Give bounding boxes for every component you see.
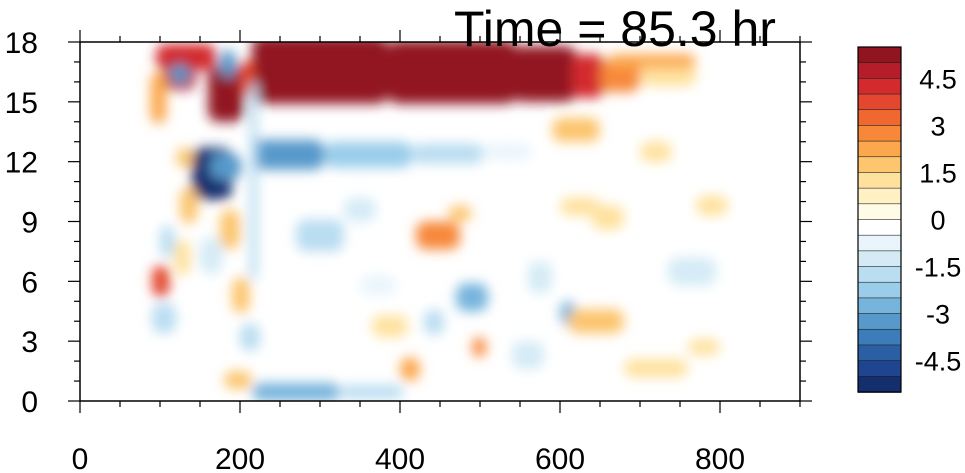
colorbar-swatch [857, 62, 902, 80]
y-tick-label: 9 [21, 207, 38, 240]
colorbar-tick-label: -1.5 [915, 253, 962, 283]
colorbar-swatch [857, 172, 902, 189]
heatmap-cell [640, 141, 672, 162]
colorbar-swatch [857, 376, 902, 393]
colorbar-swatch [857, 250, 902, 268]
heatmap-cell [624, 359, 688, 378]
heatmap-cell [252, 139, 324, 170]
y-axis: 0 3 6 9 12 15 18 [5, 27, 812, 419]
heatmap-cell [344, 197, 376, 222]
heatmap-cell [174, 239, 191, 276]
colorbar-tick-label: 4.5 [919, 64, 957, 94]
colorbar-swatch [857, 46, 902, 64]
heatmap-cell [572, 53, 604, 98]
heatmap-cell [696, 195, 728, 216]
colorbar-swatch [857, 328, 902, 346]
heatmap-cell [240, 323, 260, 352]
heatmap-cell [512, 45, 576, 102]
x-tick-label: 800 [695, 443, 745, 473]
colorbar-tick-label: 3 [930, 111, 945, 141]
heatmap-cell [608, 53, 696, 68]
heatmap-cell [220, 49, 236, 78]
heatmap-cell [668, 257, 716, 286]
heatmap-cell [592, 205, 624, 230]
x-tick-label: 0 [72, 443, 89, 473]
colorbar-swatch [857, 125, 902, 142]
chart-title: Time = 85.3 hr [454, 1, 776, 57]
heatmap-cell [180, 187, 198, 224]
heatmap-cell [552, 117, 600, 142]
y-tick-label: 3 [21, 326, 38, 359]
colorbar-swatch [857, 78, 902, 95]
heatmap-cell [472, 337, 487, 358]
heatmap-cell [169, 63, 190, 84]
heatmap-cell [200, 237, 223, 274]
colorbar-swatch [857, 281, 902, 299]
y-tick-label: 12 [5, 147, 38, 180]
heatmap-cell [568, 309, 624, 334]
heatmap-cell [160, 225, 175, 258]
colorbar-swatch [857, 344, 902, 362]
heatmap-cell [209, 153, 242, 180]
x-tick-label: 400 [375, 443, 425, 473]
heatmap-cell [252, 383, 340, 401]
heatmap-cell [416, 221, 460, 250]
heatmap-cell [176, 147, 194, 168]
colorbar-tick-label: 0 [930, 206, 945, 236]
x-tick-label: 600 [535, 443, 585, 473]
heatmap-cell [360, 275, 396, 296]
colorbar-swatch [857, 203, 902, 221]
colorbar-tick-label: 1.5 [919, 158, 957, 188]
colorbar: 4.5 3 1.5 0 -1.5 -3 -4.5 [857, 46, 962, 393]
colorbar-swatch [857, 313, 902, 331]
colorbar-tick-label: -4.5 [915, 347, 962, 377]
heatmap-cell [456, 283, 488, 312]
colorbar-swatch [857, 360, 902, 378]
colorbar-swatch [857, 140, 902, 158]
heatmap-cell [249, 81, 258, 282]
heatmap-cell [512, 341, 544, 370]
heatmap-plot-area [80, 42, 800, 401]
colorbar-swatch [857, 187, 902, 205]
colorbar-swatch [857, 156, 902, 174]
colorbar-frame [857, 46, 902, 393]
heatmap-cell [412, 143, 484, 164]
heatmap-cell [388, 42, 516, 104]
x-tick-label: 200 [215, 443, 265, 473]
heatmap-cell [208, 65, 244, 122]
colorbar-swatch [857, 109, 902, 127]
heatmap-cell [400, 357, 420, 382]
heatmap-cell [528, 261, 552, 294]
x-axis: 0 200 400 600 800 [72, 30, 801, 473]
heatmap-cell [560, 197, 600, 216]
y-tick-label: 6 [21, 266, 38, 299]
colorbar-swatch [857, 219, 902, 236]
y-tick-label: 18 [5, 27, 38, 60]
heatmap-cell [372, 315, 408, 338]
heatmap-cell [152, 265, 170, 298]
heatmap-cell [448, 205, 472, 222]
colorbar-swatch [857, 93, 902, 111]
colorbar-swatch [857, 266, 902, 284]
heatmap-cell [224, 371, 252, 390]
heatmap-cell [152, 303, 176, 334]
colorbar-swatch [857, 297, 902, 315]
heatmap-cell [484, 143, 532, 160]
heatmap-cell [688, 339, 720, 356]
heatmap-cell [232, 277, 250, 314]
colorbar-swatch [857, 234, 902, 252]
heatmap-cell [424, 309, 444, 336]
heatmap-cell [220, 209, 240, 250]
heatmap-cell [324, 141, 412, 168]
heatmap-cell [296, 219, 344, 252]
y-tick-label: 15 [5, 87, 38, 120]
heatmap-cell [252, 42, 388, 104]
heatmap-cell [340, 385, 404, 400]
colorbar-tick-label: -3 [926, 300, 950, 330]
heatmap-cell [150, 71, 167, 124]
heatmap-field [150, 42, 728, 401]
y-tick-label: 0 [21, 386, 38, 419]
